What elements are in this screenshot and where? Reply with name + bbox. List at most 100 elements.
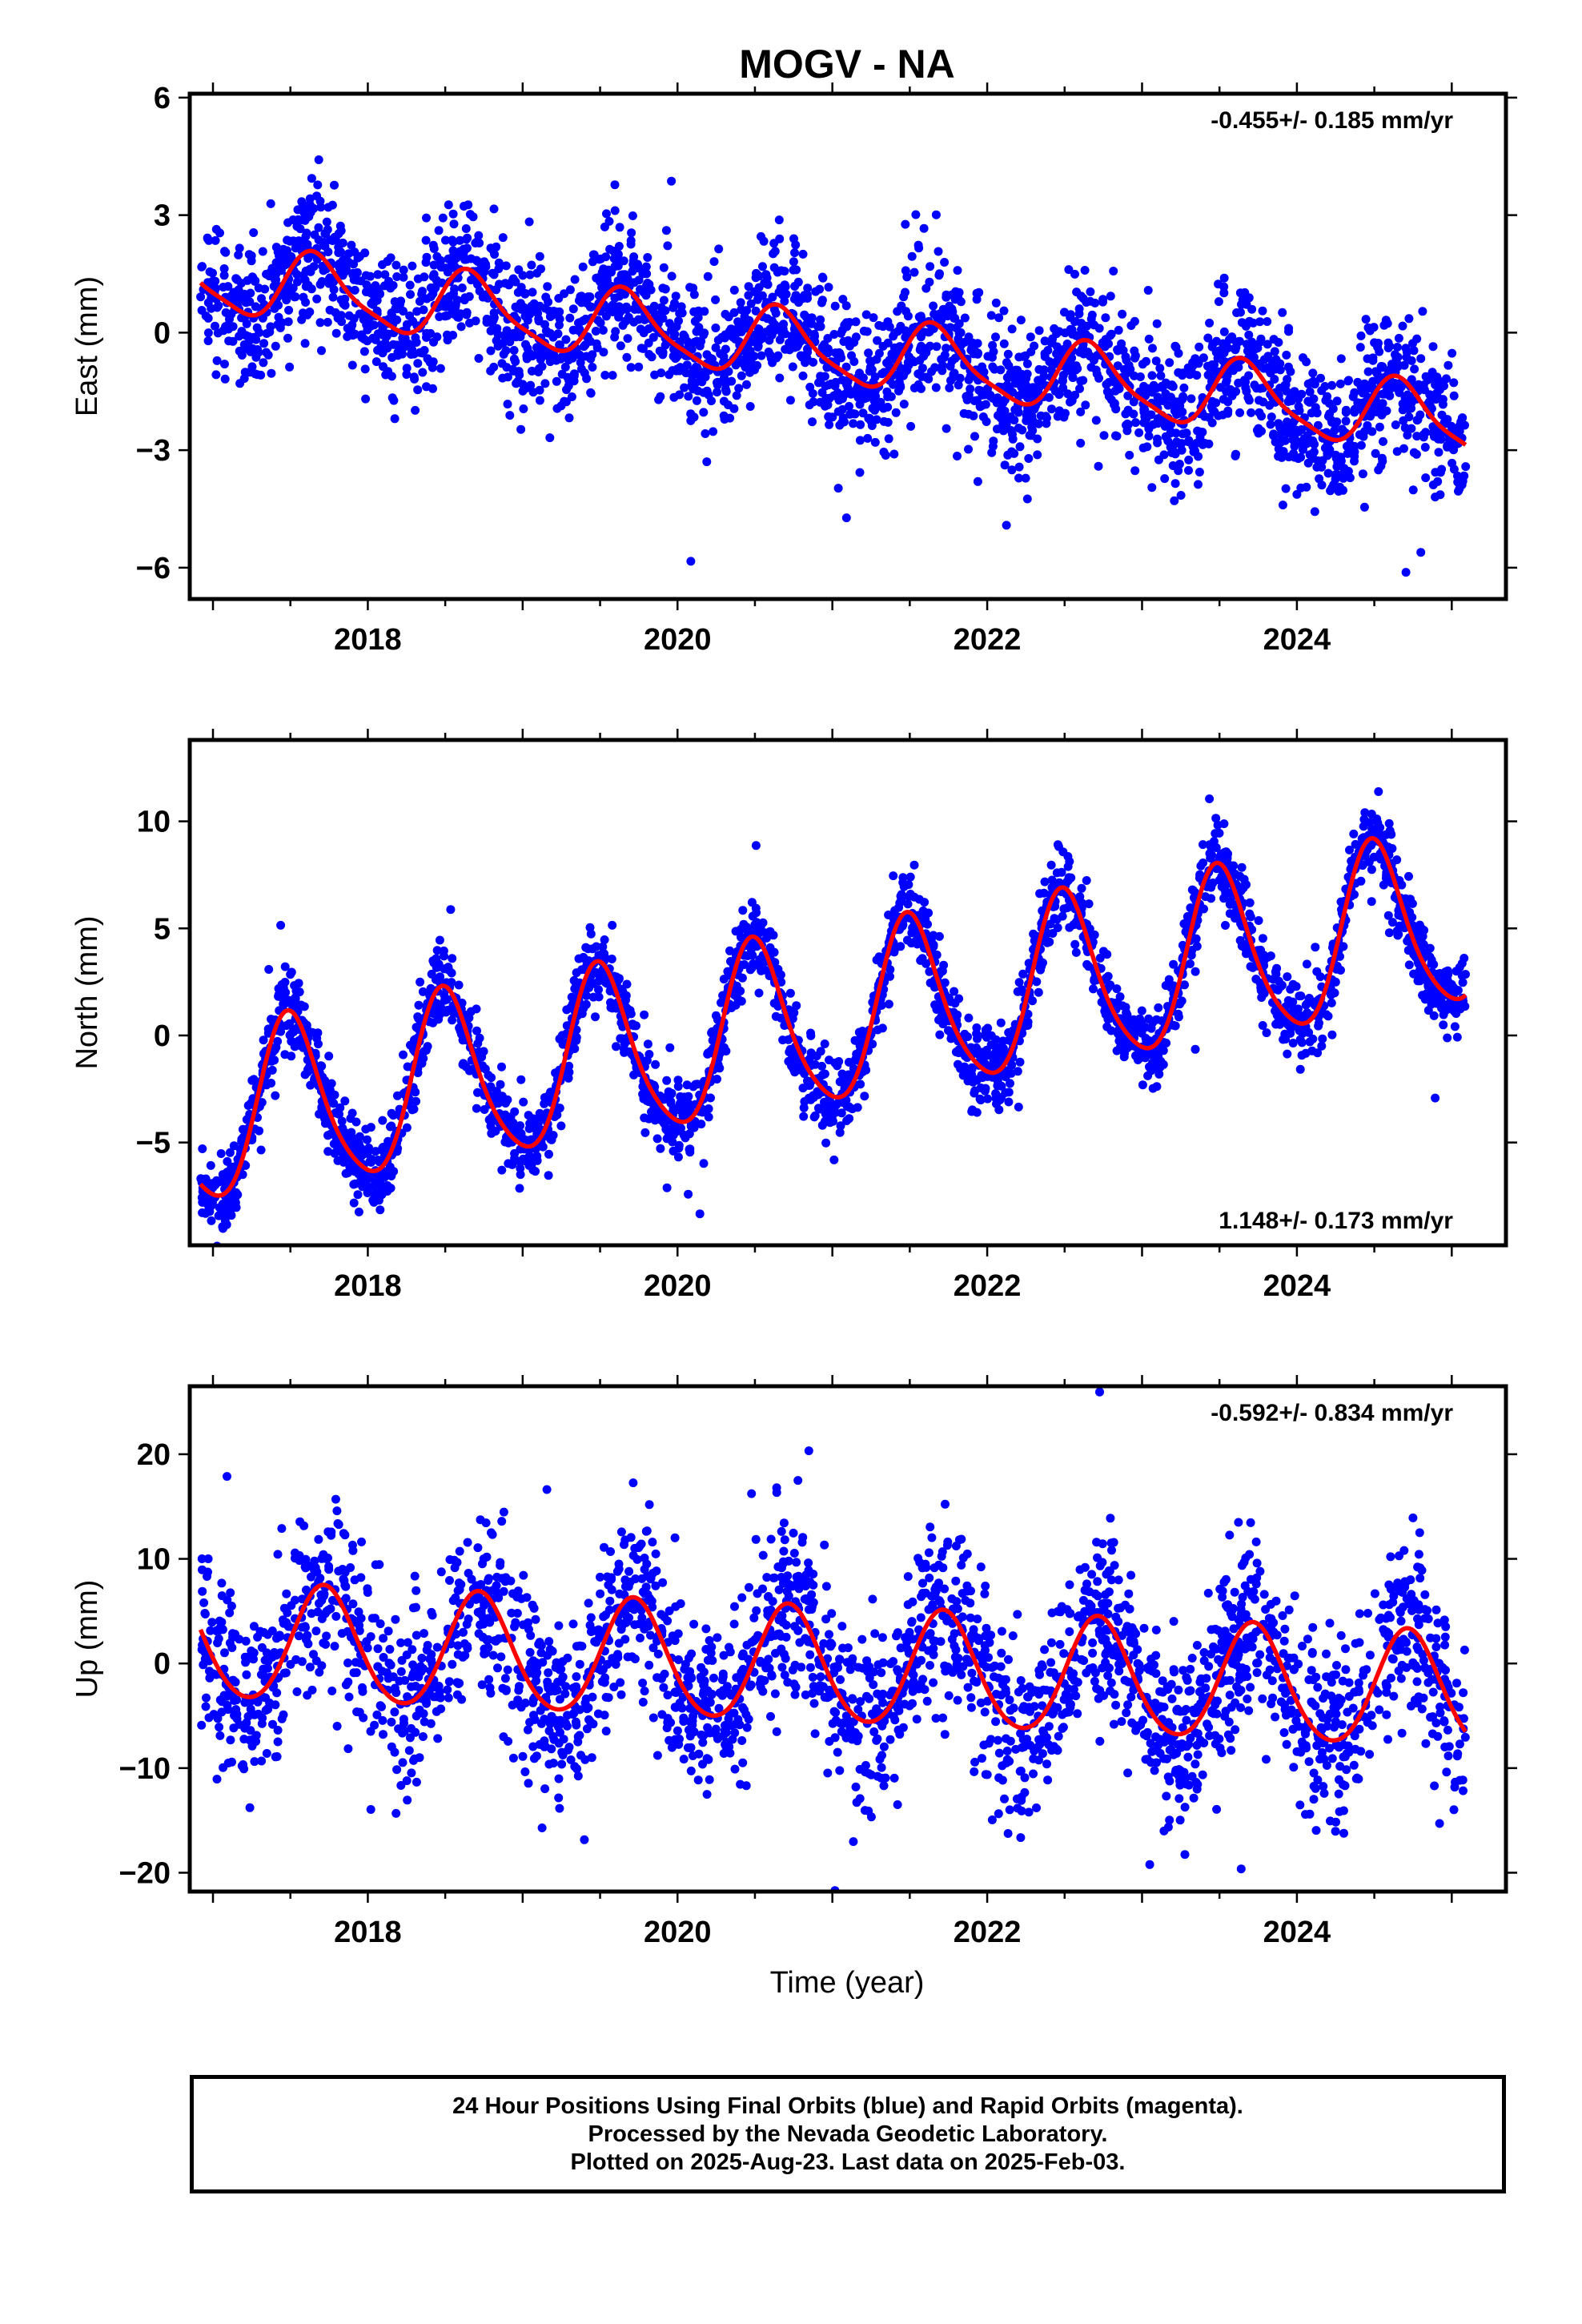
data-point: [265, 328, 275, 336]
data-point: [501, 261, 511, 271]
data-point: [661, 1124, 671, 1134]
data-point: [1004, 1035, 1014, 1045]
data-point: [1431, 493, 1440, 502]
data-point: [473, 1088, 482, 1097]
data-point: [887, 349, 897, 359]
data-point: [927, 367, 936, 376]
data-point: [421, 235, 431, 245]
data-point: [1457, 480, 1467, 489]
data-point: [1018, 425, 1027, 435]
data-point: [399, 272, 408, 282]
data-point: [197, 306, 207, 315]
data-point: [919, 223, 929, 233]
data-point: [1180, 980, 1189, 990]
data-point: [830, 301, 840, 311]
data-point: [1016, 316, 1026, 325]
data-point: [1447, 421, 1456, 431]
data-point: [1091, 416, 1101, 425]
data-point: [1184, 455, 1194, 464]
data-point: [392, 304, 402, 314]
data-point: [686, 557, 696, 566]
data-point: [1144, 334, 1154, 344]
data-point: [925, 967, 934, 976]
data-point: [411, 333, 420, 343]
data-point: [1058, 911, 1067, 921]
data-point: [1186, 394, 1196, 404]
data-point: [1022, 411, 1031, 420]
data-point: [1439, 1020, 1448, 1030]
data-point: [1450, 1022, 1460, 1031]
data-point: [1139, 404, 1149, 414]
data-point: [1007, 324, 1017, 334]
data-point: [1327, 380, 1337, 390]
data-point: [1106, 329, 1116, 339]
data-point: [513, 376, 523, 386]
data-point: [1254, 916, 1263, 925]
data-point: [1269, 335, 1279, 344]
data-point: [1035, 889, 1045, 899]
x-tick-label: 2022: [954, 623, 1022, 657]
data-point: [1006, 412, 1015, 421]
data-point: [1068, 372, 1078, 382]
data-point: [1239, 376, 1249, 385]
data-point: [235, 332, 244, 341]
data-point: [917, 384, 926, 393]
data-point: [513, 304, 523, 313]
data-point: [788, 362, 797, 372]
data-point: [1312, 408, 1322, 418]
data-point: [366, 1156, 375, 1165]
data-point: [1449, 391, 1459, 400]
model-curve: [199, 248, 1468, 447]
data-point: [1098, 295, 1108, 304]
data-point: [758, 262, 767, 271]
data-point: [1211, 398, 1221, 408]
data-point: [400, 342, 409, 352]
data-point: [259, 339, 269, 348]
data-point: [325, 305, 335, 315]
data-point: [387, 1108, 396, 1118]
data-point: [235, 379, 245, 388]
data-point: [1235, 288, 1245, 298]
data-point: [1082, 959, 1092, 969]
data-point: [746, 299, 756, 308]
data-point: [203, 336, 213, 346]
data-point: [262, 348, 271, 357]
data-point: [780, 267, 789, 276]
data-point: [865, 356, 875, 365]
data-point: [1313, 420, 1323, 430]
data-point: [599, 348, 608, 357]
data-point: [461, 224, 471, 233]
data-point: [1033, 450, 1042, 460]
data-point: [586, 354, 596, 364]
data-point: [303, 68, 311, 77]
data-point: [894, 377, 904, 387]
data-point: [1078, 376, 1088, 385]
data-point: [305, 308, 315, 316]
data-point: [1154, 1003, 1163, 1012]
data-point: [259, 358, 268, 368]
data-point: [1071, 947, 1081, 957]
data-point: [909, 267, 919, 277]
data-point: [1429, 1011, 1439, 1020]
data-point: [1255, 408, 1264, 417]
y-tick-label: −3: [136, 434, 171, 468]
data-point: [387, 352, 397, 362]
data-point: [555, 340, 564, 349]
data-point: [363, 1188, 372, 1197]
data-point: [874, 320, 884, 330]
data-point: [1130, 353, 1139, 363]
data-point: [196, 292, 206, 302]
data-point: [1415, 966, 1424, 975]
data-point: [662, 1134, 672, 1144]
data-point: [662, 1183, 672, 1192]
data-point: [1000, 406, 1010, 416]
data-point: [734, 384, 744, 393]
data-point: [986, 392, 995, 401]
data-point: [234, 250, 243, 259]
data-point: [1237, 862, 1247, 872]
data-point: [726, 324, 736, 334]
data-point: [350, 247, 359, 257]
data-point: [785, 988, 795, 998]
y-tick-label: −6: [136, 552, 171, 585]
data-point: [699, 408, 709, 417]
